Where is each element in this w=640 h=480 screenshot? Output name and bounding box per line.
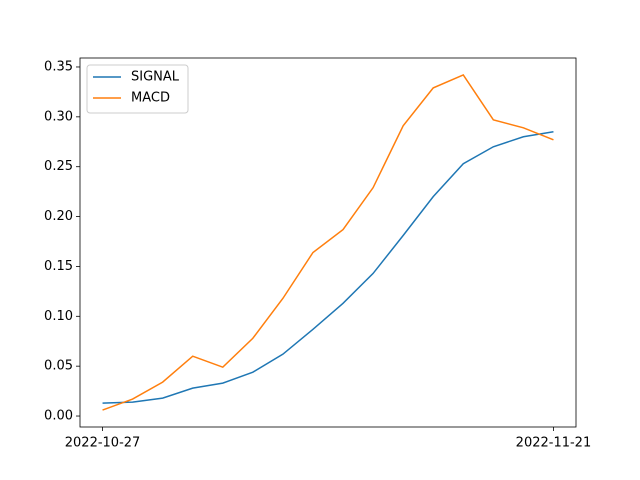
y-tick-label: 0.25: [44, 159, 73, 174]
x-tick-label: 2022-10-27: [65, 436, 141, 451]
x-tick-label: 2022-11-21: [516, 436, 592, 451]
y-tick-label: 0.05: [44, 359, 73, 374]
y-tick-label: 0.20: [44, 209, 73, 224]
y-tick-label: 0.15: [44, 259, 73, 274]
legend: SIGNAL MACD: [86, 64, 189, 114]
legend-label: MACD: [131, 91, 170, 106]
legend-label: SIGNAL: [131, 70, 180, 85]
y-tick-label: 0.35: [44, 59, 73, 74]
series-line: [102, 74, 554, 411]
y-tick-label: 0.30: [44, 109, 73, 124]
plot-frame: [79, 57, 577, 428]
series-line: [102, 131, 554, 404]
y-tick-label: 0.00: [44, 409, 73, 424]
y-tick-label: 0.10: [44, 309, 73, 324]
